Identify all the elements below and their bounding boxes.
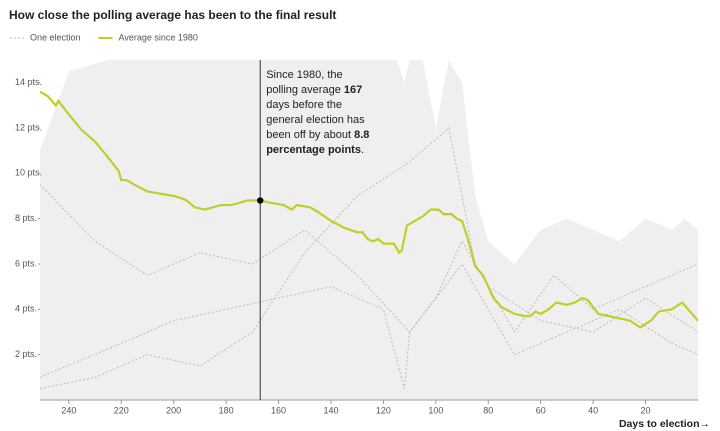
x-tick-label: 80 [483,405,493,415]
x-tick-label: 100 [428,405,443,415]
annotation: Since 1980, the polling average 167 days… [266,68,370,158]
legend-label: One election [30,32,81,42]
x-tick-label: 160 [271,405,286,415]
y-tick-label: 6 pts. [15,258,37,268]
x-tick-label: 20 [641,405,651,415]
highlight-point [257,197,264,204]
y-tick-label: 10 pts. [15,168,42,178]
y-tick-label: 14 pts. [15,77,42,87]
y-tick-label: 8 pts. [15,213,37,223]
x-tick-label: 200 [166,405,181,415]
chart-title: How close the polling average has been t… [9,8,337,22]
election-line [39,184,699,356]
x-tick-label: 60 [536,405,546,415]
x-tick-label: 120 [376,405,391,415]
y-tick-label: 12 pts. [15,122,42,132]
x-tick-label: 140 [323,405,338,415]
annotation-text: days before the general election has bee… [266,99,365,141]
range-area [40,60,698,400]
x-tick-label: 40 [588,405,598,415]
annotation-text: 8.8 percentage points [266,129,370,156]
election-line [39,240,699,389]
x-tick-label: 180 [219,405,234,415]
x-tick-label: 240 [61,405,76,415]
x-axis-label: Days to election→ [618,418,710,430]
annotation-text: . [360,144,365,156]
y-tick-label: 2 pts. [15,349,37,359]
election-line [39,127,699,390]
annotation-text: 167 [343,84,363,96]
annotation-text: Since 1980, the polling average [266,69,344,96]
legend-label: Average since 1980 [119,32,198,42]
y-tick-label: 4 pts. [15,304,37,314]
x-tick-label: 220 [114,405,129,415]
average-line [39,90,699,329]
